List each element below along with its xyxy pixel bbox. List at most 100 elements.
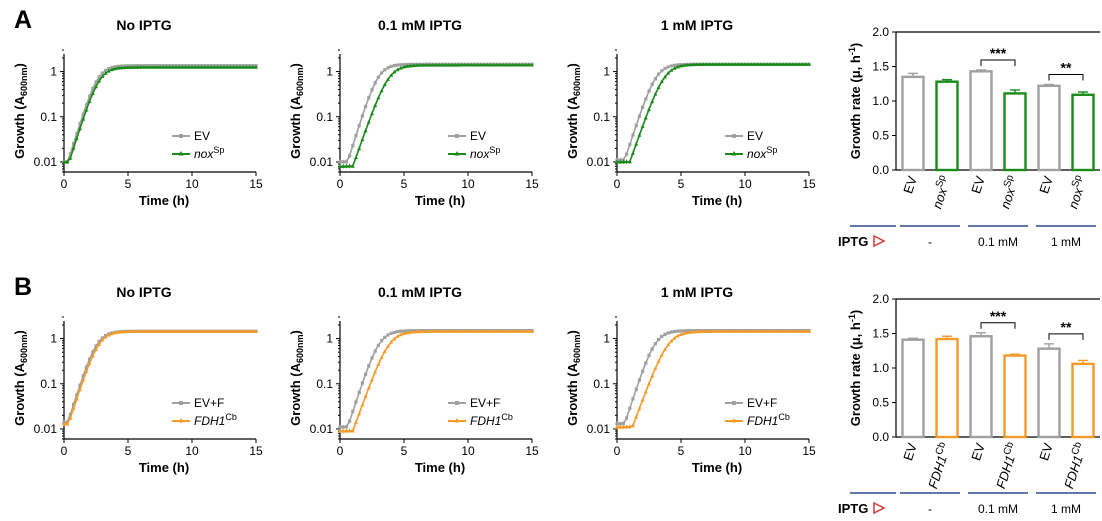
data-point xyxy=(643,389,648,394)
data-point xyxy=(199,329,204,333)
y-tick-label: 1 xyxy=(603,65,610,79)
x-tick-label: 15 xyxy=(802,444,816,458)
y-tick-label: 0.01 xyxy=(34,422,58,436)
data-point xyxy=(167,329,172,333)
data-point xyxy=(382,82,387,87)
iptg-arrow-icon xyxy=(873,501,886,515)
series-control xyxy=(62,329,258,425)
data-point xyxy=(354,420,358,424)
data-point xyxy=(135,65,140,69)
data-point xyxy=(714,62,719,66)
bar xyxy=(1071,362,1095,439)
data-point xyxy=(637,406,642,411)
y-tick-label: 1 xyxy=(50,332,57,346)
series-line xyxy=(616,63,809,161)
data-point xyxy=(530,329,534,333)
bar xyxy=(1037,84,1061,172)
y-axis-label: Growth rate (μ, h-1) xyxy=(847,43,863,159)
data-point xyxy=(621,424,626,429)
iptg-group-label: 1 mM xyxy=(1051,235,1081,249)
data-point xyxy=(341,425,345,429)
data-point xyxy=(707,62,712,66)
y-tick-label: 1 xyxy=(326,332,333,346)
data-point xyxy=(367,96,371,100)
data-point xyxy=(367,364,371,368)
data-point xyxy=(148,65,153,69)
data-point xyxy=(488,329,493,333)
data-point xyxy=(723,329,728,333)
data-point xyxy=(666,331,670,335)
data-point xyxy=(669,64,673,68)
panel-letter: B xyxy=(14,273,32,301)
significance-label: ** xyxy=(1061,59,1072,75)
x-tick-label: 15 xyxy=(802,177,816,191)
data-point xyxy=(526,329,531,333)
series-control xyxy=(338,62,534,165)
bar-label: EV xyxy=(968,174,988,195)
data-point xyxy=(673,329,677,334)
data-point xyxy=(376,75,380,79)
data-point xyxy=(196,329,201,333)
x-tick-label: 5 xyxy=(678,177,685,191)
data-point xyxy=(657,72,661,76)
iptg-group-label: 0.1 mM xyxy=(978,502,1018,516)
data-point xyxy=(379,88,384,93)
series-line xyxy=(63,66,256,163)
data-point xyxy=(414,329,419,334)
data-point xyxy=(787,62,792,66)
y-axis-label: Growth (A600nm) xyxy=(288,330,305,426)
data-point xyxy=(659,79,664,84)
data-point xyxy=(688,330,693,334)
x-tick-label: 0 xyxy=(614,177,621,191)
data-point xyxy=(396,330,400,334)
data-point xyxy=(84,103,88,107)
data-point xyxy=(759,62,763,66)
data-point xyxy=(72,402,76,407)
data-point xyxy=(421,329,426,334)
data-point xyxy=(711,62,715,66)
data-point xyxy=(231,329,236,333)
legend-marker xyxy=(455,134,459,138)
data-point xyxy=(446,62,451,67)
data-point xyxy=(142,65,146,69)
data-point xyxy=(357,146,362,150)
data-point xyxy=(106,69,111,73)
data-point xyxy=(653,77,657,81)
data-point xyxy=(138,329,143,333)
data-point xyxy=(510,329,515,333)
data-point xyxy=(244,65,249,69)
data-point xyxy=(510,62,515,67)
data-point xyxy=(624,424,629,429)
y-tick-label: 1.5 xyxy=(872,327,889,341)
data-point xyxy=(478,329,483,333)
data-point xyxy=(347,428,352,433)
plot-title: 1 mM IPTG xyxy=(661,284,733,300)
legend: EV noxSp xyxy=(725,129,777,161)
x-tick-label: 10 xyxy=(738,444,752,458)
x-axis-label: Time (h) xyxy=(139,460,189,475)
data-point xyxy=(132,329,137,333)
data-point xyxy=(466,62,470,67)
data-point xyxy=(656,85,661,89)
series-line xyxy=(616,63,809,163)
x-tick-label: 10 xyxy=(461,177,475,191)
data-point xyxy=(402,331,406,336)
data-point xyxy=(627,424,632,429)
data-point xyxy=(186,65,191,69)
data-point xyxy=(450,329,454,333)
data-point xyxy=(643,115,648,120)
data-point xyxy=(755,329,760,333)
data-point xyxy=(437,329,442,333)
iptg-group-label: - xyxy=(928,235,932,249)
data-point xyxy=(202,329,207,333)
data-point xyxy=(650,99,655,104)
data-point xyxy=(791,329,795,333)
data-point xyxy=(100,71,104,75)
data-point xyxy=(193,329,198,333)
data-point xyxy=(389,339,394,344)
data-point xyxy=(360,114,364,118)
data-point xyxy=(344,428,349,433)
data-point xyxy=(660,334,664,339)
